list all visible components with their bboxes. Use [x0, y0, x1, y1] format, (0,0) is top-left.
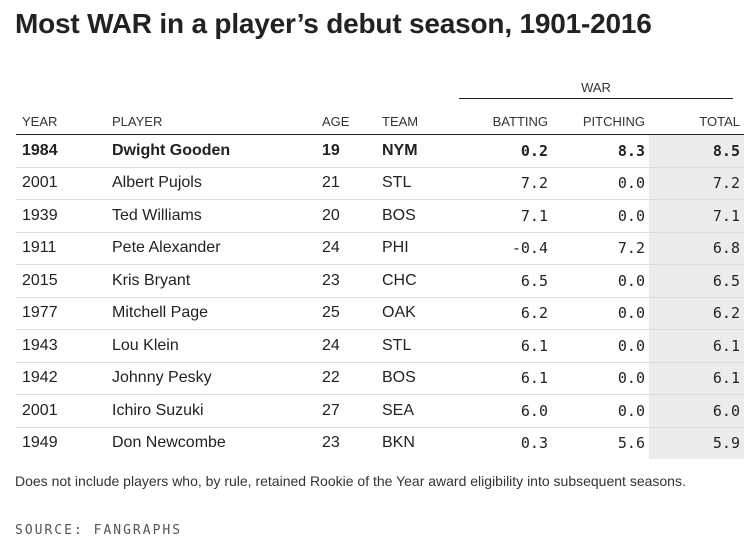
cell-total: 7.2 — [649, 167, 744, 200]
cell-year: 2001 — [16, 394, 112, 428]
table-row: 1977 Mitchell Page 25 OAK 6.2 0.0 6.2 — [16, 297, 744, 330]
cell-pitching: 7.2 — [552, 232, 649, 265]
cell-age: 27 — [322, 394, 382, 428]
cell-total: 6.8 — [649, 232, 744, 265]
cell-team: CHC — [382, 264, 463, 298]
cell-age: 24 — [322, 329, 382, 363]
cell-pitching: 0.0 — [552, 329, 649, 363]
cell-age: 23 — [322, 264, 382, 298]
table-row: 2001 Ichiro Suzuki 27 SEA 6.0 0.0 6.0 — [16, 394, 744, 428]
cell-age: 19 — [322, 134, 382, 168]
cell-batting: 6.2 — [463, 297, 552, 330]
cell-age: 24 — [322, 232, 382, 265]
cell-year: 2015 — [16, 264, 112, 298]
cell-player: Kris Bryant — [112, 264, 322, 298]
cell-team: BOS — [382, 362, 463, 395]
table-row: 1949 Don Newcombe 23 BKN 0.3 5.6 5.9 — [16, 427, 744, 459]
cell-pitching: 0.0 — [552, 264, 649, 298]
table-row: 1939 Ted Williams 20 BOS 7.1 0.0 7.1 — [16, 199, 744, 233]
war-group-rule — [459, 98, 733, 99]
cell-batting: 7.1 — [463, 199, 552, 233]
cell-player: Lou Klein — [112, 329, 322, 363]
cell-age: 22 — [322, 362, 382, 395]
table-row: 1943 Lou Klein 24 STL 6.1 0.0 6.1 — [16, 329, 744, 363]
cell-year: 1939 — [16, 199, 112, 233]
table-row: 1984 Dwight Gooden 19 NYM 0.2 8.3 8.5 — [16, 134, 744, 168]
cell-pitching: 0.0 — [552, 297, 649, 330]
cell-age: 20 — [322, 199, 382, 233]
cell-player: Albert Pujols — [112, 167, 322, 200]
cell-pitching: 0.0 — [552, 167, 649, 200]
cell-batting: 6.1 — [463, 329, 552, 363]
cell-team: OAK — [382, 297, 463, 330]
col-header-batting: BATTING — [463, 103, 552, 135]
table-row: 2001 Albert Pujols 21 STL 7.2 0.0 7.2 — [16, 167, 744, 200]
cell-pitching: 5.6 — [617, 434, 645, 453]
cell-pitching: 8.3 — [552, 134, 649, 168]
cell-total: 5.9 — [649, 427, 744, 459]
cell-team: SEA — [382, 394, 463, 428]
cell-total: 8.5 — [649, 134, 744, 168]
col-header-team: TEAM — [382, 103, 463, 135]
col-header-player: PLAYER — [112, 103, 322, 135]
col-header-total: TOTAL — [649, 103, 744, 135]
cell-batting: 0.2 — [463, 134, 552, 168]
cell-total: 6.2 — [649, 297, 744, 330]
table-header-row: YEAR PLAYER AGE TEAM BATTING PITCHING TO… — [16, 103, 744, 135]
cell-total: 7.1 — [649, 199, 744, 233]
cell-total: 6.0 — [649, 394, 744, 428]
table-row: 2015 Kris Bryant 23 CHC 6.5 0.0 6.5 — [16, 264, 744, 298]
source-credit: SOURCE: FANGRAPHS — [15, 523, 183, 538]
cell-batting: 7.2 — [463, 167, 552, 200]
cell-age: 21 — [322, 167, 382, 200]
cell-pitching: 0.0 — [552, 394, 649, 428]
cell-team: BKN — [382, 434, 415, 452]
cell-player: Ted Williams — [112, 199, 322, 233]
cell-player: Dwight Gooden — [112, 134, 322, 168]
cell-pitching: 0.0 — [552, 362, 649, 395]
col-header-age: AGE — [322, 103, 382, 135]
cell-batting: -0.4 — [463, 232, 552, 265]
cell-batting: 6.0 — [463, 394, 552, 428]
page-title: Most WAR in a player’s debut season, 190… — [15, 8, 652, 39]
cell-player: Pete Alexander — [112, 232, 322, 265]
war-table: YEAR PLAYER AGE TEAM BATTING PITCHING TO… — [16, 103, 744, 459]
cell-team: STL — [382, 167, 463, 200]
col-header-year: YEAR — [16, 103, 112, 135]
col-header-pitching: PITCHING — [552, 103, 649, 135]
war-group-header: WAR — [581, 80, 611, 95]
cell-year: 1911 — [16, 232, 112, 265]
cell-total: 6.5 — [649, 264, 744, 298]
cell-player: Don Newcombe — [112, 434, 226, 452]
cell-batting: 0.3 — [520, 434, 548, 453]
cell-player: Johnny Pesky — [112, 362, 322, 395]
cell-year: 1984 — [16, 134, 112, 168]
table-row: 1911 Pete Alexander 24 PHI -0.4 7.2 6.8 — [16, 232, 744, 265]
cell-total: 6.1 — [649, 362, 744, 395]
cell-year: 1943 — [16, 329, 112, 363]
cell-year: 1949 — [22, 434, 58, 452]
cell-team: BOS — [382, 199, 463, 233]
cell-team: PHI — [382, 232, 463, 265]
cell-player: Ichiro Suzuki — [112, 394, 322, 428]
footnote: Does not include players who, by rule, r… — [15, 473, 686, 489]
cell-year: 1942 — [16, 362, 112, 395]
cell-age: 23 — [322, 434, 340, 452]
cell-pitching: 0.0 — [552, 199, 649, 233]
cell-total: 6.1 — [649, 329, 744, 363]
table-row: 1942 Johnny Pesky 22 BOS 6.1 0.0 6.1 — [16, 362, 744, 395]
cell-year: 1977 — [16, 297, 112, 330]
cell-team: NYM — [382, 134, 463, 168]
cell-team: STL — [382, 329, 463, 363]
cell-player: Mitchell Page — [112, 297, 322, 330]
cell-year: 2001 — [16, 167, 112, 200]
cell-batting: 6.1 — [463, 362, 552, 395]
cell-age: 25 — [322, 297, 382, 330]
cell-batting: 6.5 — [463, 264, 552, 298]
